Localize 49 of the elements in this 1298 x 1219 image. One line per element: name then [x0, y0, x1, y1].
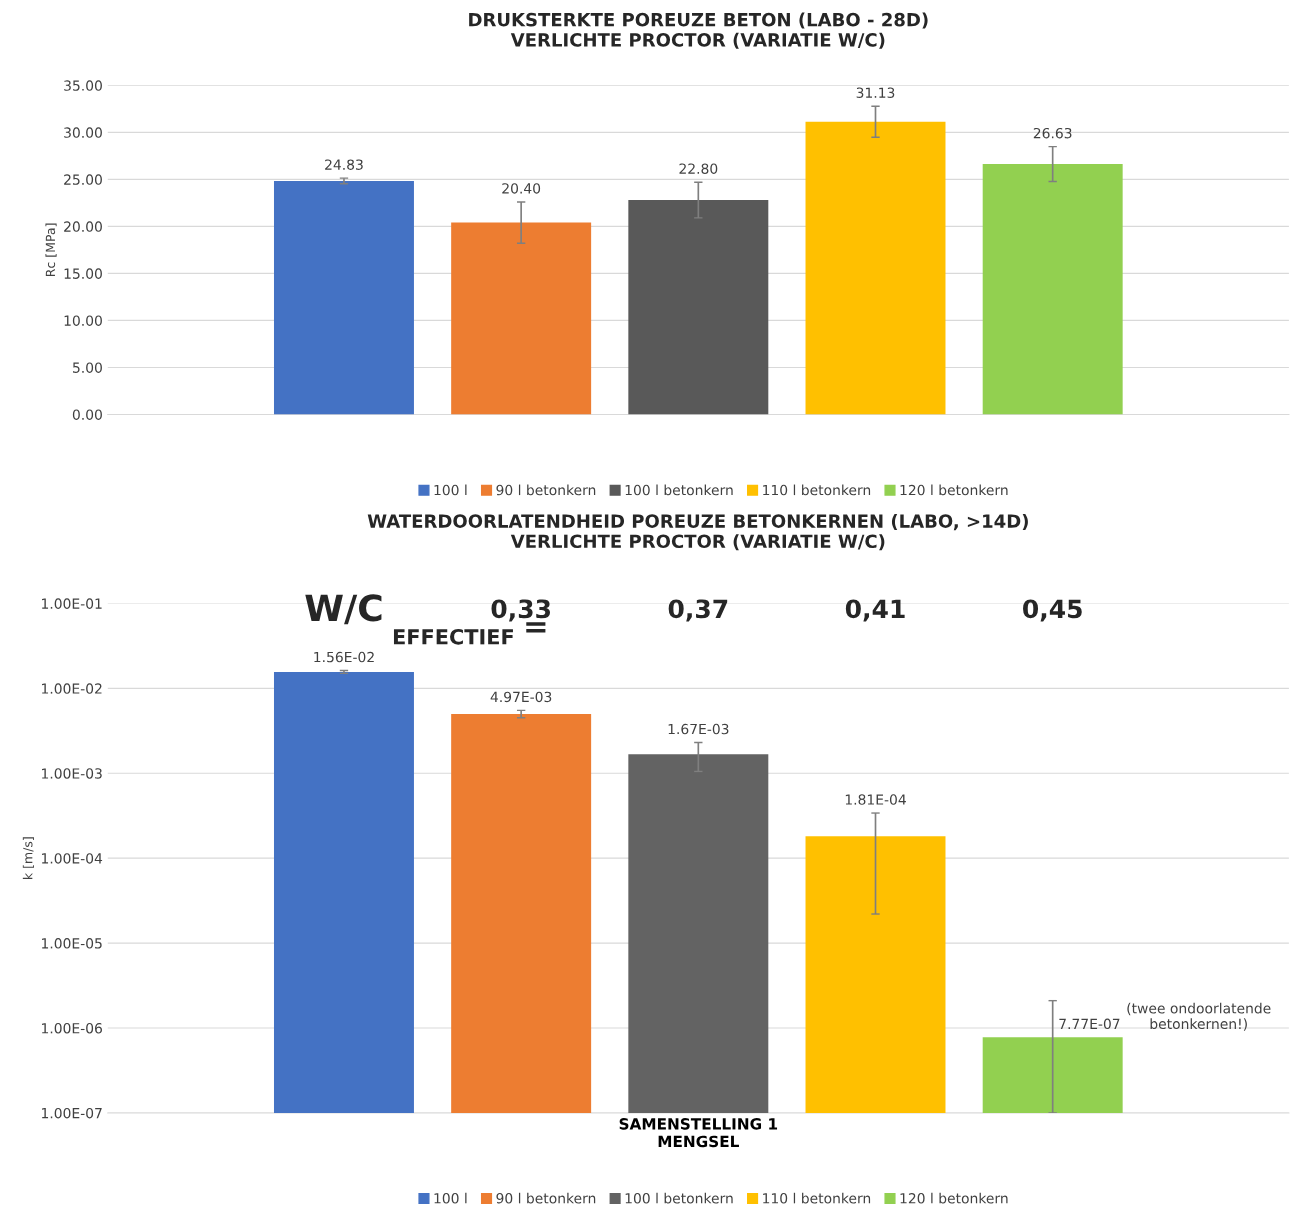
data-label: 7.77E-07 — [1059, 1018, 1120, 1030]
y-axis-title: Rc [MPa] — [45, 223, 57, 277]
data-label: 26.63 — [1033, 127, 1072, 139]
annotation: = — [526, 622, 546, 633]
data-label: 20.40 — [502, 183, 541, 194]
chart-title: DRUKSTERKTE POREUZE BETON (LABO - 28D) VERLICHTE PROCTOR (VARIATIE W/C) — [469, 12, 928, 49]
legend-label: 120 l betonkern — [900, 484, 1008, 496]
y-tick-label: 1.00E-01 — [42, 598, 102, 609]
annotation: (twee ondoorlatende betonkernen!) — [1127, 1002, 1271, 1031]
legend-label: 90 l betonkern — [496, 484, 596, 496]
legend-label: 90 l betonkern — [496, 1192, 596, 1204]
annotation: 0,41 — [845, 599, 905, 622]
data-label: 24.83 — [325, 159, 363, 170]
y-axis-title: k [m/s] — [22, 837, 34, 879]
legend-label: 110 l betonkern — [763, 1192, 871, 1204]
annotation: 0,45 — [1023, 599, 1082, 622]
data-label: 4.97E-03 — [490, 691, 552, 703]
data-label: 31.13 — [856, 87, 895, 98]
legend-label: 100 l — [434, 484, 467, 496]
x-axis-title: MENGSEL — [658, 1135, 739, 1148]
data-label: 22.80 — [679, 163, 718, 174]
y-tick-label: 5.00 — [73, 362, 102, 373]
data-label: 1.56E-02 — [314, 651, 374, 663]
x-tick-label: SAMENSTELLING 1 — [619, 1118, 778, 1130]
y-tick-label: 20.00 — [64, 221, 102, 232]
y-tick-label: 30.00 — [64, 127, 102, 138]
legend-label: 100 l betonkern — [625, 1192, 733, 1204]
y-tick-label: 10.00 — [64, 315, 102, 326]
y-tick-label: 1.00E-04 — [42, 853, 103, 864]
y-tick-label: 1.00E-07 — [42, 1107, 102, 1119]
legend-label: 100 l — [434, 1192, 467, 1204]
y-tick-label: 1.00E-02 — [42, 683, 102, 694]
annotation: EFFECTIEF — [393, 628, 513, 645]
data-label: 1.67E-03 — [668, 723, 729, 735]
chart-title: WATERDOORLATENDHEID POREUZE BETONKERNEN (LABO, >14D) VERLICHTE PROCTOR (VARIATIE W/C) — [367, 513, 1028, 551]
y-tick-label: 25.00 — [64, 174, 102, 185]
y-tick-label: 1.00E-03 — [42, 768, 102, 779]
annotation: 0,33 — [491, 599, 550, 622]
legend-label: 110 l betonkern — [763, 484, 871, 496]
legend-label: 120 l betonkern — [900, 1192, 1008, 1204]
legend-label: 100 l betonkern — [625, 484, 733, 496]
y-tick-label: 1.00E-06 — [42, 1022, 102, 1034]
y-tick-label: 1.00E-05 — [42, 938, 102, 949]
annotation: 0,37 — [668, 599, 728, 622]
y-tick-label: 15.00 — [64, 268, 102, 279]
annotation: W/C — [305, 594, 382, 625]
y-tick-label: 0.00 — [72, 409, 102, 420]
data-label: 1.81E-04 — [845, 794, 906, 805]
y-tick-label: 35.00 — [64, 80, 102, 91]
